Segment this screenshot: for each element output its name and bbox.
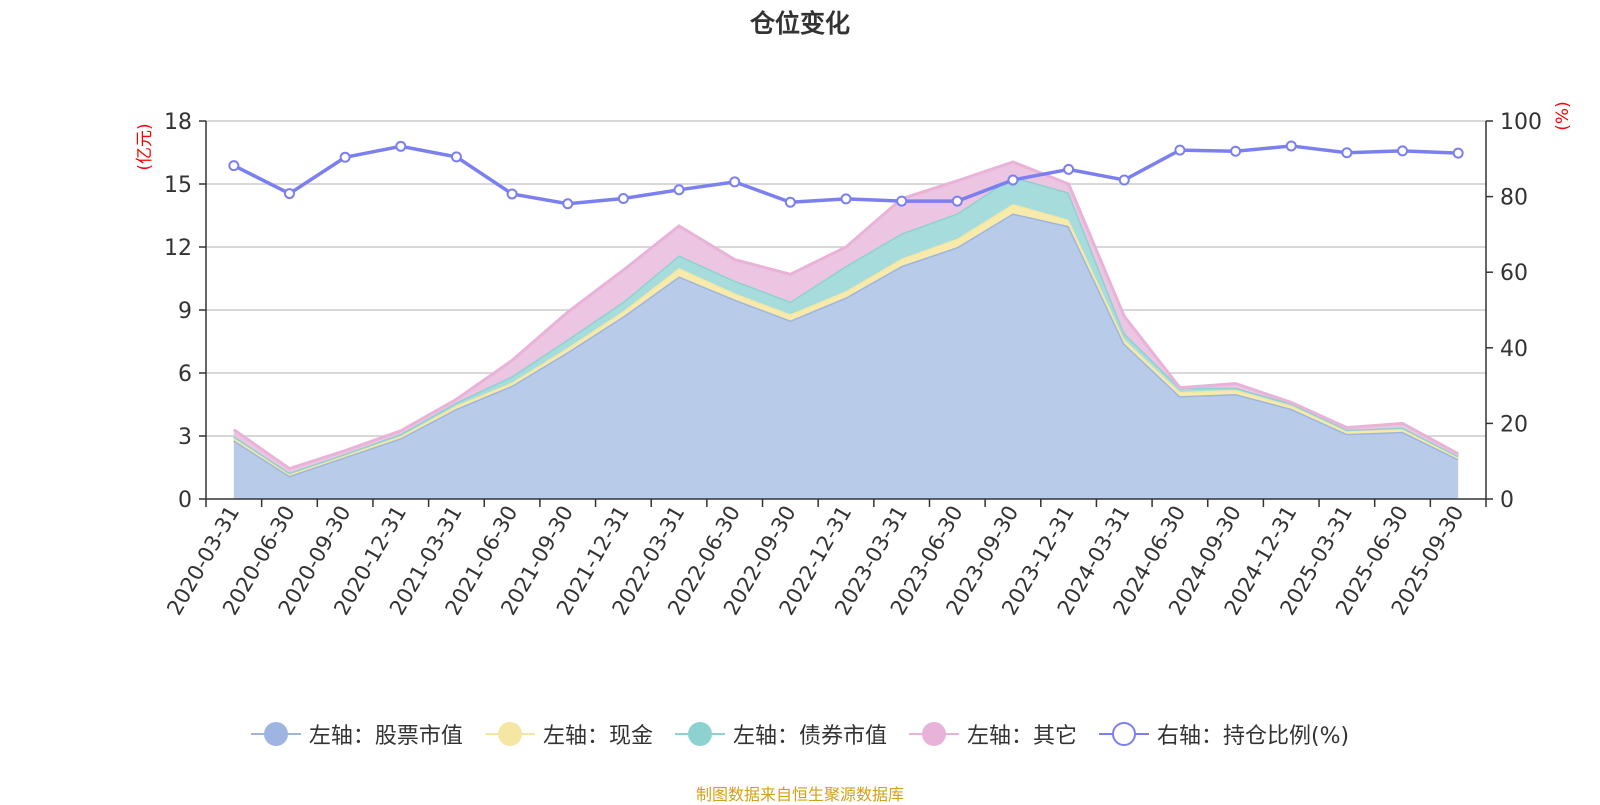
- legend-item-2[interactable]: 左轴：债券市值: [674, 718, 887, 750]
- ratio-point-1: [283, 188, 295, 200]
- ratio-point-0: [228, 160, 240, 172]
- ratio-point-22: [1452, 147, 1464, 159]
- ratio-point-7: [617, 192, 629, 204]
- ratio-point-5: [506, 188, 518, 200]
- ratio-point-19: [1285, 140, 1297, 152]
- ratio-point-15: [1063, 163, 1075, 175]
- ratio-point-9: [729, 176, 741, 188]
- legend-symbol-icon: [674, 722, 725, 746]
- ratio-point-21: [1397, 145, 1409, 157]
- ratio-point-4: [450, 151, 462, 163]
- left-tick-label-5: 15: [164, 173, 192, 198]
- legend-symbol-icon: [484, 722, 535, 746]
- left-axis-unit: (亿元): [135, 123, 155, 170]
- legend-symbol-icon: [1098, 722, 1149, 746]
- left-tick-label-3: 9: [178, 299, 192, 324]
- right-tick-label-2: 40: [1500, 337, 1528, 362]
- legend-item-1[interactable]: 左轴：现金: [484, 718, 653, 750]
- right-tick-label-0: 0: [1500, 488, 1514, 513]
- chart-title: 仓位变化: [749, 9, 850, 38]
- ratio-point-18: [1230, 145, 1242, 157]
- ratio-point-17: [1174, 144, 1186, 156]
- right-tick-label-1: 20: [1500, 412, 1528, 437]
- legend-symbol-icon: [908, 722, 959, 746]
- legend-label: 左轴：债券市值: [732, 724, 887, 749]
- data-source-note: 制图数据来自恒生聚源数据库: [695, 785, 904, 804]
- ratio-point-8: [673, 184, 685, 196]
- right-tick-label-4: 80: [1500, 186, 1528, 211]
- ratio-point-14: [1007, 174, 1019, 186]
- ratio-point-10: [784, 196, 796, 208]
- legend-item-4[interactable]: 右轴：持仓比例(%): [1098, 718, 1350, 750]
- ratio-point-20: [1341, 147, 1353, 159]
- ratio-point-12: [896, 195, 908, 207]
- right-tick-label-5: 100: [1500, 110, 1542, 135]
- left-tick-label-0: 0: [178, 488, 192, 513]
- left-tick-label-1: 3: [178, 425, 192, 450]
- legend-item-3[interactable]: 左轴：其它: [908, 718, 1077, 750]
- left-tick-label-6: 18: [164, 110, 192, 135]
- ratio-point-11: [840, 193, 852, 205]
- ratio-point-3: [395, 140, 407, 152]
- right-tick-label-3: 60: [1500, 261, 1528, 286]
- ratio-point-13: [951, 195, 963, 207]
- area-line-series-3: [232, 160, 1459, 471]
- legend-symbol-icon: [250, 722, 301, 746]
- legend-label: 左轴：其它: [966, 724, 1077, 749]
- legend-label: 左轴：股票市值: [308, 724, 463, 749]
- left-tick-label-2: 6: [178, 362, 192, 387]
- left-tick-label-4: 12: [164, 236, 192, 261]
- legend-item-0[interactable]: 左轴：股票市值: [250, 718, 463, 750]
- legend-label: 右轴：持仓比例(%): [1156, 724, 1350, 749]
- right-axis-unit: (%): [1553, 101, 1573, 130]
- ratio-point-2: [339, 151, 351, 163]
- area-series-0: [233, 213, 1459, 499]
- legend-label: 左轴：现金: [542, 724, 653, 749]
- chart-legend: 左轴：股票市值 左轴：现金 左轴：债券市值 左轴：其它 右轴：持仓比例(%): [0, 718, 1600, 750]
- ratio-point-16: [1118, 174, 1130, 186]
- ratio-point-6: [562, 198, 574, 210]
